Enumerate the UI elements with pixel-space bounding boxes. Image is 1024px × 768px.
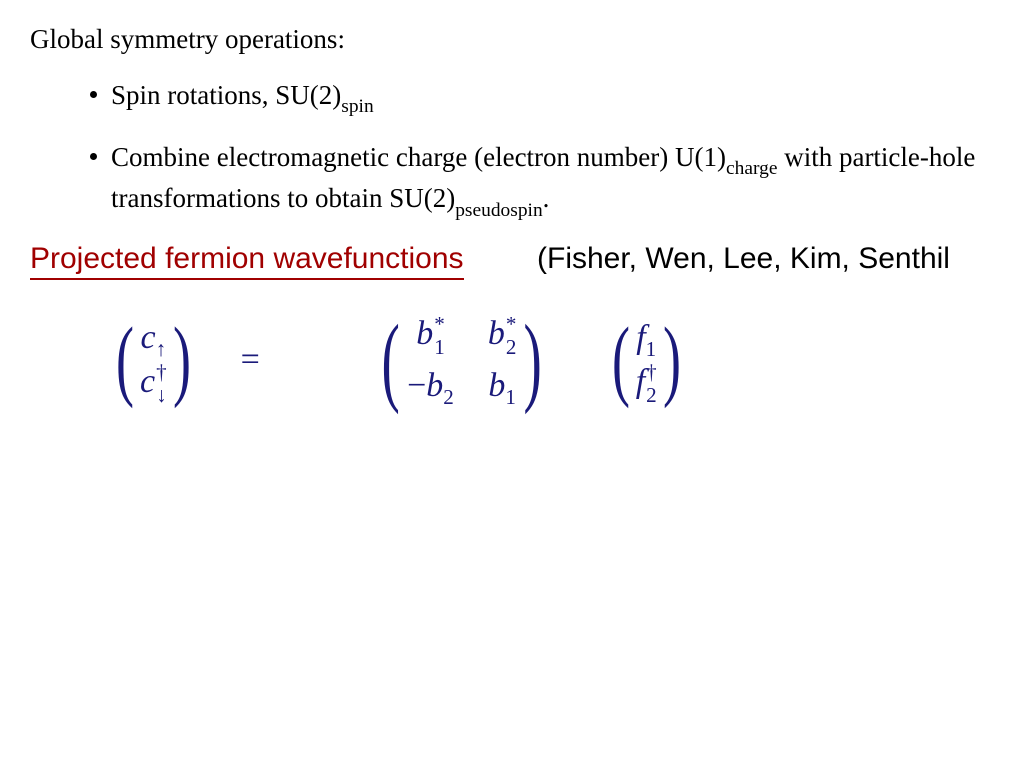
symbol-sup: *	[506, 317, 517, 332]
matrix-equation: ( c↑ c†↓ ) = ( b*1 b*2 −b2 b1	[30, 310, 994, 410]
symbol-sup: *	[434, 317, 445, 332]
left-paren-icon: (	[381, 310, 399, 410]
bullet-subscript: charge	[726, 158, 777, 179]
bullet-prefix: Combine electromagnetic charge (electron…	[111, 142, 726, 172]
equals-sign: =	[241, 341, 260, 379]
matrix-entry: −b2	[407, 367, 454, 405]
symbol-sub: 1	[434, 340, 445, 355]
matrix-entry: b*1	[416, 315, 445, 353]
bullet-prefix: Spin rotations, SU(2)	[111, 80, 341, 110]
vector-entry: f†2	[636, 360, 657, 404]
symbol-sub: 1	[505, 385, 516, 409]
right-vector: f1 f†2	[636, 316, 657, 404]
symbol-sub: ↓	[156, 388, 167, 403]
symbol-base: f	[636, 319, 645, 356]
bullet-subscript: spin	[341, 96, 373, 117]
bullet-suffix: .	[543, 183, 550, 213]
bullet-dot-icon	[90, 153, 97, 160]
symbol-sub: 2	[506, 340, 517, 355]
vector-entry: c↑	[140, 316, 166, 360]
symbol-base: b	[488, 315, 505, 352]
bullet-item: Spin rotations, SU(2)spin	[90, 77, 994, 119]
heading: Global symmetry operations:	[30, 24, 994, 55]
center-matrix: b*1 b*2 −b2 b1	[407, 315, 516, 405]
left-paren-icon: (	[612, 315, 630, 405]
matrix-entry: b*2	[488, 315, 517, 353]
symbol-base: b	[416, 315, 433, 352]
symbol-sub: 2	[443, 385, 454, 409]
bullet-list: Spin rotations, SU(2)spin Combine electr…	[30, 77, 994, 222]
bullet-subscript: pseudospin	[455, 200, 542, 221]
vector-entry: c†↓	[140, 360, 167, 404]
symbol-sup: †	[156, 365, 167, 380]
symbol-base: c	[140, 363, 155, 400]
right-paren-icon: )	[173, 315, 191, 405]
bullet-dot-icon	[90, 91, 97, 98]
title-row: Projected fermion wavefunctions (Fisher,…	[30, 242, 1024, 280]
symbol-base: b	[488, 367, 505, 404]
symbol-base: b	[426, 367, 443, 404]
symbol-base: c	[140, 319, 155, 356]
bullet-text: Combine electromagnetic charge (electron…	[111, 139, 994, 222]
symbol-supsub: *2	[506, 321, 517, 351]
symbol-supsub: †2	[646, 369, 657, 399]
right-paren-icon: )	[524, 310, 542, 410]
symbol-supsub: †↓	[156, 369, 167, 399]
slide-page: Global symmetry operations: Spin rotatio…	[0, 0, 1024, 768]
symbol-sign: −	[407, 367, 426, 404]
symbol-supsub: *1	[434, 321, 445, 351]
symbol-sub: 2	[646, 388, 657, 403]
bullet-text: Spin rotations, SU(2)spin	[111, 77, 994, 119]
citation-text: (Fisher, Wen, Lee, Kim, Senthil	[537, 242, 950, 276]
left-vector: c↑ c†↓	[140, 316, 167, 404]
matrix-entry: b1	[488, 367, 516, 405]
left-paren-icon: (	[116, 315, 134, 405]
symbol-sub: 1	[646, 337, 657, 361]
section-title: Projected fermion wavefunctions	[30, 242, 464, 280]
symbol-base: f	[636, 363, 645, 400]
vector-entry: f1	[636, 316, 656, 360]
symbol-sub: ↑	[156, 337, 167, 361]
symbol-sup: †	[646, 365, 657, 380]
bullet-item: Combine electromagnetic charge (electron…	[90, 139, 994, 222]
right-paren-icon: )	[663, 315, 681, 405]
